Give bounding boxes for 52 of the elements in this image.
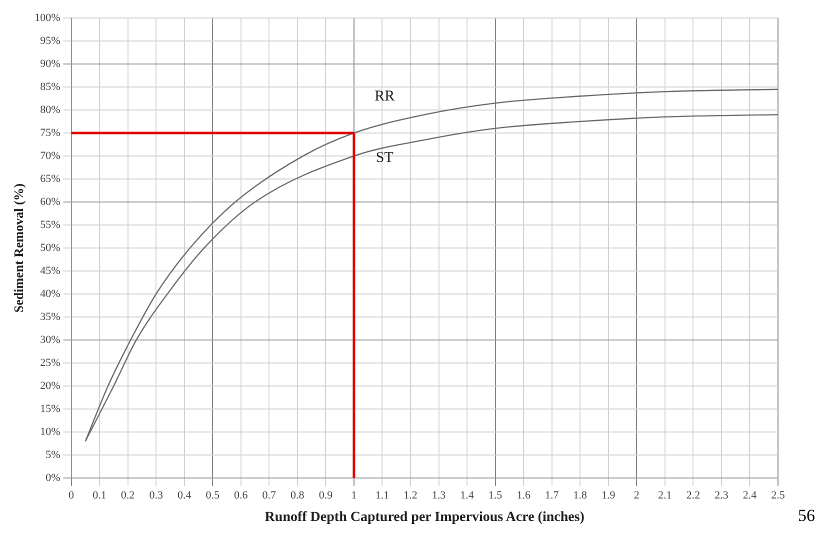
x-tick-label: 2.5 <box>771 489 786 502</box>
y-tick-label: 30% <box>40 334 60 346</box>
x-tick-label: 2.4 <box>742 489 758 502</box>
y-tick-label: 60% <box>40 196 60 208</box>
x-tick-label: 1.4 <box>460 489 474 502</box>
x-axis-title: Runoff Depth Captured per Impervious Acre (inches) <box>264 510 585 526</box>
y-tick-label: 45% <box>40 264 60 277</box>
x-tick-label: 0.9 <box>318 489 334 502</box>
y-tick-label: 20% <box>40 380 60 392</box>
x-tick-label: 0 <box>68 489 75 502</box>
y-tick-label: 95% <box>40 34 60 47</box>
y-tick-label: 80% <box>40 104 60 116</box>
y-tick-label: 15% <box>40 402 60 415</box>
y-tick-label: 65% <box>40 172 60 185</box>
x-tick-label: 2.2 <box>686 489 700 502</box>
y-tick-label: 0% <box>46 472 60 484</box>
y-tick-label: 85% <box>40 80 60 93</box>
x-tick-label: 1.6 <box>516 489 531 502</box>
series-label: ST <box>376 150 394 166</box>
x-tick-label: 2.3 <box>714 489 729 502</box>
text: 56 <box>798 506 815 526</box>
x-tick-label: 0.4 <box>177 489 192 502</box>
y-tick-label: 10% <box>40 426 60 438</box>
y-tick-label: 5% <box>46 448 60 461</box>
y-tick-label: 100% <box>34 12 60 24</box>
series-label: RR <box>374 88 395 105</box>
x-tick-label: 0.7 <box>262 489 277 502</box>
x-tick-label: 1.1 <box>375 489 390 502</box>
y-axis-title: Sediment Removal (%) <box>11 183 26 313</box>
y-tick-label: 55% <box>40 218 60 231</box>
x-tick-label: 0.8 <box>290 489 305 502</box>
x-tick-label: 2 <box>634 489 640 502</box>
y-tick-label: 75% <box>40 126 60 139</box>
x-tick-label: 2.1 <box>658 489 672 502</box>
y-tick-label: 90% <box>40 58 60 70</box>
y-tick-label: 40% <box>40 288 60 300</box>
x-tick-label: 0.2 <box>120 489 135 502</box>
x-tick-label: 1.3 <box>432 489 446 502</box>
x-tick-label: 0.1 <box>92 489 106 502</box>
x-tick-label: 0.6 <box>234 489 248 502</box>
x-tick-label: 0.5 <box>206 489 220 502</box>
y-tick-label: 25% <box>40 356 60 369</box>
x-tick-label: 1.2 <box>404 489 418 502</box>
x-tick-label: 1 <box>351 489 357 502</box>
x-tick-label: 1.7 <box>544 489 560 502</box>
y-tick-label: 70% <box>40 150 60 162</box>
x-tick-label: 1.9 <box>602 489 616 502</box>
y-tick-label: 35% <box>40 310 60 323</box>
y-tick-label: 50% <box>40 242 60 254</box>
x-tick-label: 1.8 <box>573 489 588 502</box>
x-tick-label: 1.5 <box>488 489 503 502</box>
x-tick-label: 0.3 <box>149 489 164 502</box>
